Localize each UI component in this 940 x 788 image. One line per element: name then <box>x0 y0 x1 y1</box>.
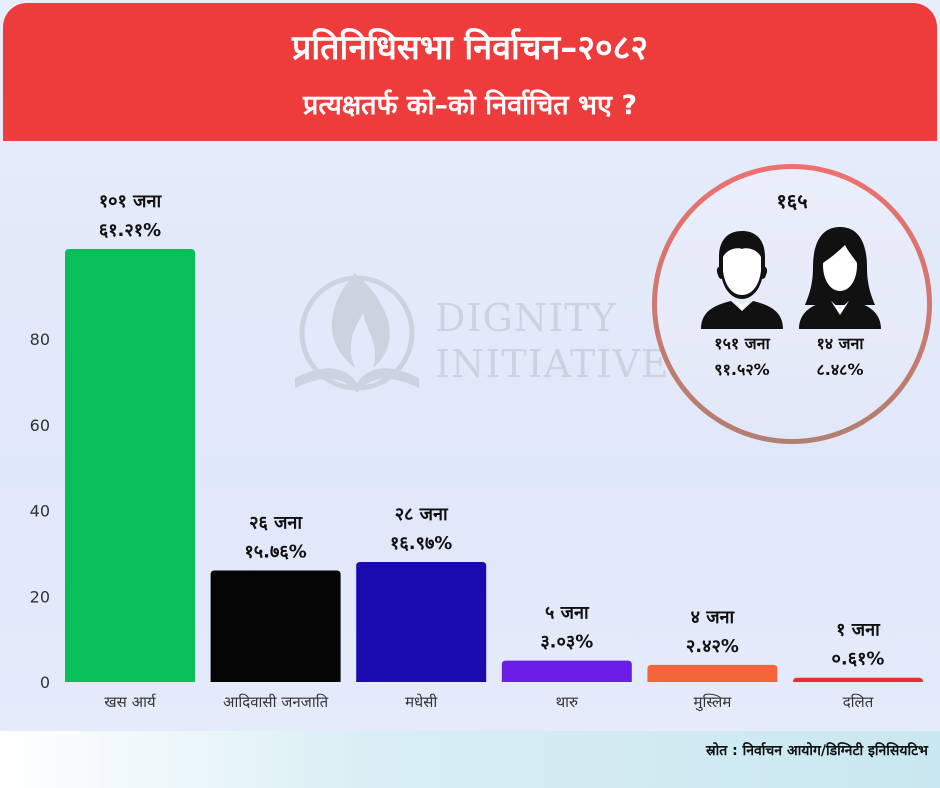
bar <box>210 570 341 682</box>
male-stats: १५१ जना ९१.५२% <box>692 331 792 383</box>
bars-group <box>65 249 923 682</box>
page-subtitle: प्रत्यक्षतर्फ को–को निर्वाचित भए ? <box>302 90 638 121</box>
total-count: १६५ <box>776 189 808 213</box>
source-note: स्रोत : निर्वाचन आयोग/डिग्निटी इनिसियटिभ <box>706 743 928 759</box>
x-axis: खस आर्य आदिवासी जनजाति मधेसी थारु मुस्लिम दलि… <box>104 693 873 712</box>
x-tick-label: मुस्लिम <box>693 693 732 712</box>
watermark-logo: DIGNITY INITIATIVE <box>285 258 669 408</box>
data-label-count: २८ जना <box>395 504 449 525</box>
footer: स्रोत : निर्वाचन आयोग/डिग्निटी इनिसियटिभ <box>0 731 940 788</box>
bar <box>501 660 632 682</box>
y-tick-label: 0 <box>40 673 50 692</box>
page-title: प्रतिनिधिसभा निर्वाचन–२०८२ <box>291 28 649 68</box>
bar-chart: 0 20 40 60 80 खस आर्य आदिवासी जनजाति मधेसी थारु… <box>30 191 923 712</box>
x-tick-label: खस आर्य <box>104 693 156 711</box>
y-tick-label: 60 <box>30 416 50 435</box>
data-label-percent: १५.७६% <box>244 542 306 563</box>
data-label-percent: २.४२% <box>686 636 739 657</box>
male-count: १५१ जना <box>714 334 770 353</box>
male-percent: ९१.५२% <box>714 360 770 379</box>
bar <box>793 677 923 682</box>
data-labels: १०१ जना ६१.२१% २६ जना १५.७६% २८ जना १६.९७% ५ ज… <box>99 191 885 670</box>
data-label-count: १०१ जना <box>99 191 163 212</box>
data-label-percent: ३.०३% <box>540 632 593 653</box>
watermark-line-1: DIGNITY <box>435 296 617 340</box>
flame-book-logo-icon <box>295 273 419 393</box>
female-stats: १४ जना ८.४८% <box>790 331 890 383</box>
male-person-icon <box>701 231 783 329</box>
data-label-percent: ०.६१% <box>832 649 885 670</box>
y-tick-label: 40 <box>30 502 50 521</box>
female-percent: ८.४८% <box>816 360 864 379</box>
female-person-icon <box>799 227 881 329</box>
data-label-percent: १६.९७% <box>390 533 452 554</box>
header-banner: प्रतिनिधिसभा निर्वाचन–२०८२ प्रत्यक्षतर्फ… <box>3 3 937 141</box>
y-tick-label: 20 <box>30 587 50 606</box>
data-label-count: ४ जना <box>691 607 736 628</box>
data-label-count: ५ जना <box>545 603 590 624</box>
y-axis: 0 20 40 60 80 <box>30 330 50 692</box>
female-count: १४ जना <box>816 334 864 353</box>
bar <box>647 664 778 682</box>
data-label-count: २६ जना <box>249 513 303 534</box>
gender-circle: १६५ १५१ जना ९१.५२% १४ जना ८.४८% <box>652 164 932 444</box>
bar <box>356 561 487 682</box>
x-tick-label: मधेसी <box>405 693 438 711</box>
bar <box>65 249 195 682</box>
data-label-percent: ६१.२१% <box>99 220 161 241</box>
data-label-count: १ जना <box>836 620 881 641</box>
watermark-line-2: INITIATIVE <box>435 342 670 386</box>
x-tick-label: आदिवासी जनजाति <box>223 693 329 711</box>
y-tick-label: 80 <box>30 330 50 349</box>
x-tick-label: थारु <box>556 693 579 711</box>
x-tick-label: दलित <box>843 693 874 711</box>
